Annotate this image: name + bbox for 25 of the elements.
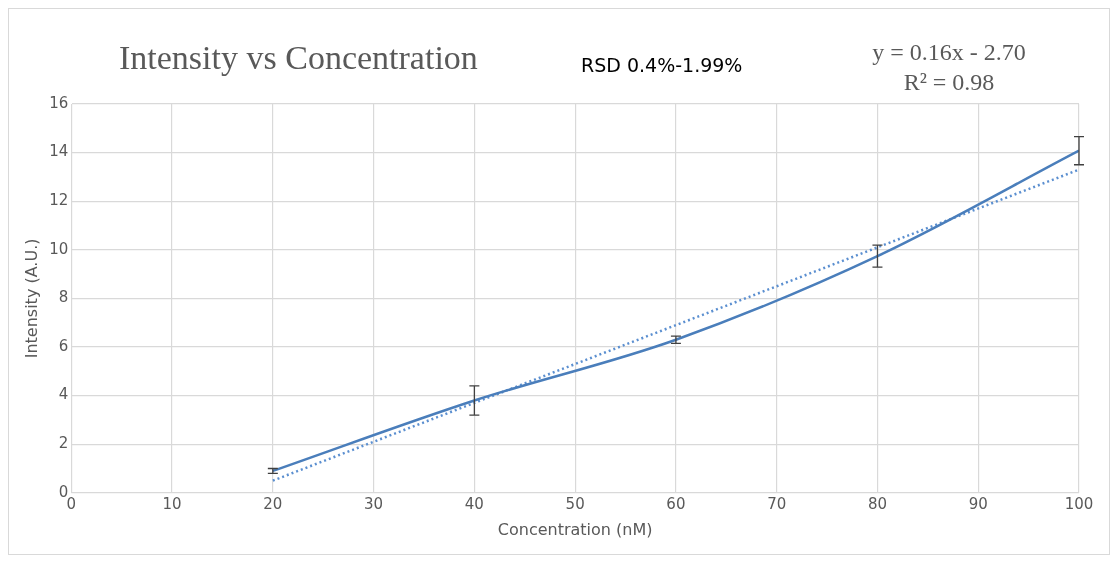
- y-tick-label: 4: [58, 385, 69, 404]
- y-tick-label: 10: [49, 239, 69, 258]
- text: y = 0.16x - 2.70: [871, 38, 1027, 67]
- x-tick-label: 90: [968, 494, 988, 513]
- x-tick-label: 80: [867, 494, 887, 513]
- x-tick-label: 70: [767, 494, 787, 513]
- x-tick-label: 30: [364, 494, 384, 513]
- chart-title: Intensity vs Concentration: [119, 39, 478, 77]
- y-axis-title: Intensity (A.U.): [21, 238, 41, 359]
- y-tick-label: 6: [58, 336, 69, 355]
- x-tick-label: 60: [666, 494, 686, 513]
- x-tick-label: 50: [565, 494, 585, 513]
- x-tick-label: 40: [464, 494, 484, 513]
- text: RSD 0.4%-1.99%: [581, 54, 743, 76]
- y-tick-label: 12: [49, 191, 69, 210]
- x-tick-label: 20: [263, 494, 283, 513]
- text: R² = 0.98: [902, 68, 996, 97]
- y-tick-label: 16: [49, 93, 69, 112]
- y-tick-label: 14: [49, 142, 69, 161]
- y-tick-label: 8: [58, 288, 69, 307]
- x-axis-title: Concentration (nM): [497, 519, 653, 539]
- x-tick-label: 10: [162, 494, 182, 513]
- y-tick-label: 0: [58, 482, 69, 501]
- x-tick-label: 100: [1064, 494, 1094, 513]
- y-tick-label: 2: [58, 434, 69, 453]
